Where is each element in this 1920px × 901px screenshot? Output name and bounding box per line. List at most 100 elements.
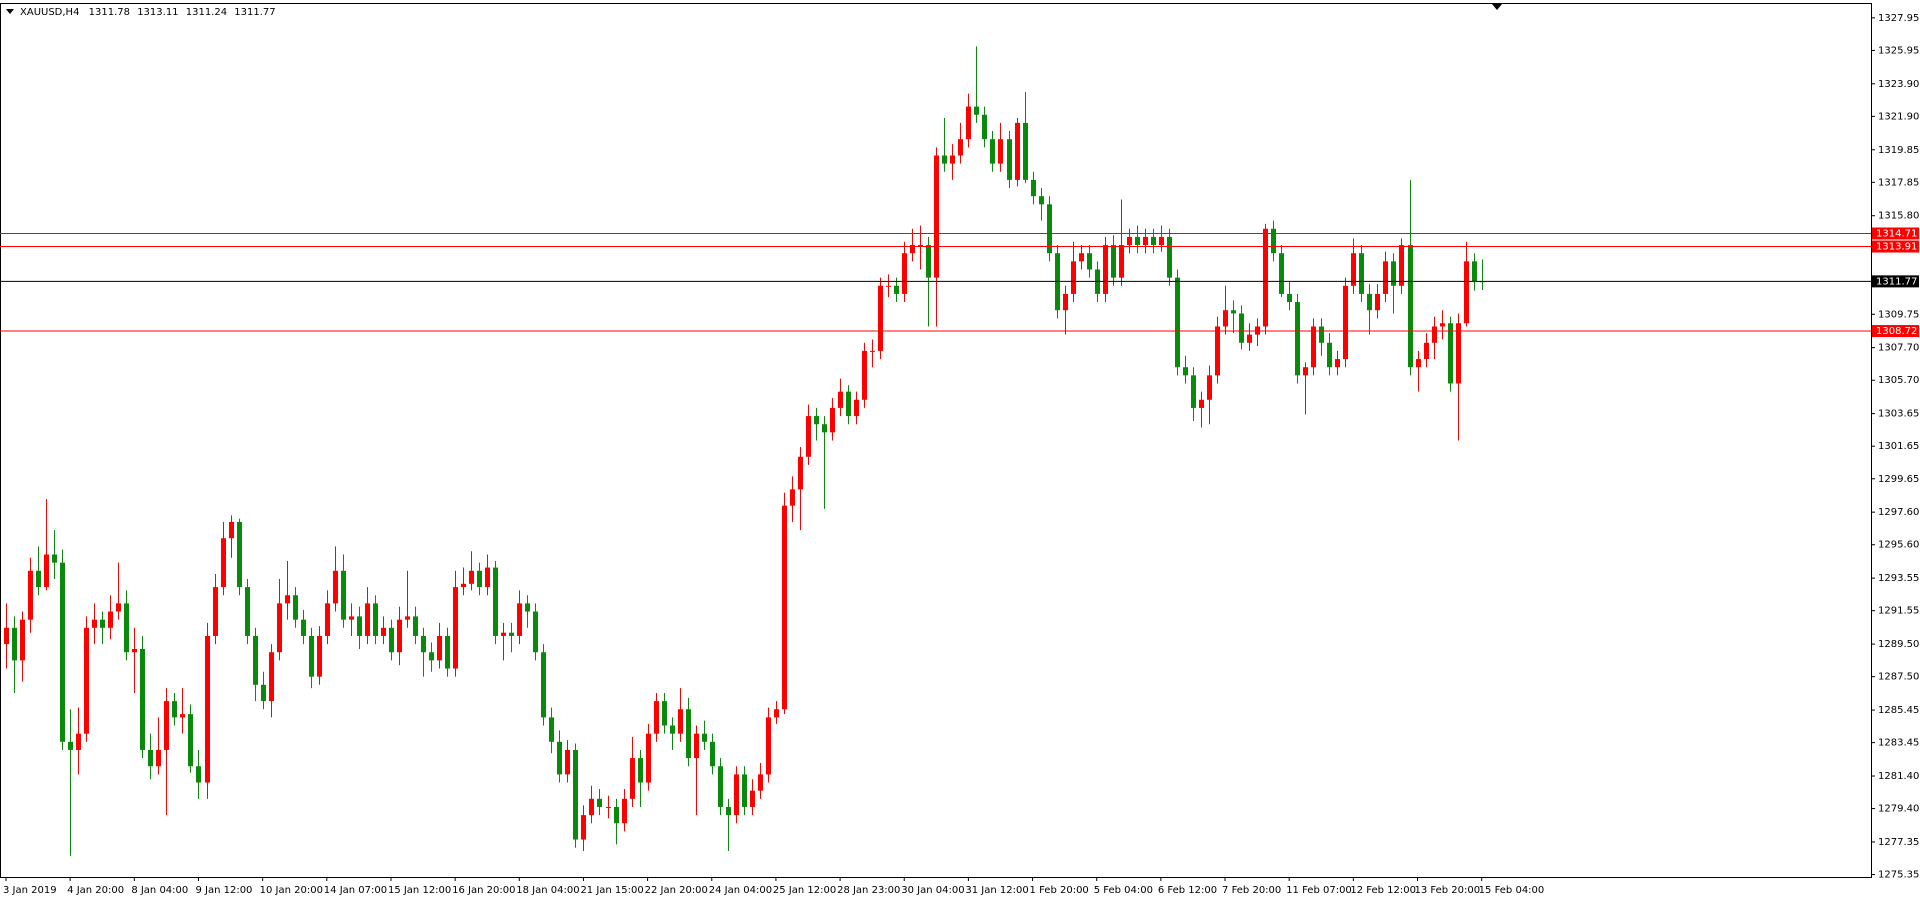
candle-body: [1103, 245, 1108, 294]
candle-body: [894, 285, 899, 294]
candle-body: [92, 619, 97, 628]
x-tick-label: 14 Jan 07:00: [324, 885, 387, 896]
candle-body: [870, 350, 875, 352]
candle-body: [172, 701, 177, 718]
candle-body: [1015, 122, 1020, 180]
candle-body: [830, 407, 835, 433]
candle-body: [196, 766, 201, 783]
candle-body: [453, 587, 458, 669]
candle-body: [614, 806, 619, 824]
level-label-bg: [1872, 325, 1919, 338]
candle-body: [1031, 179, 1036, 197]
plot-frame: [0, 3, 1872, 878]
candle-body: [565, 749, 570, 775]
level-label: 1313.91: [1876, 242, 1917, 253]
candle-body: [597, 798, 602, 807]
candle-body: [1432, 326, 1437, 343]
candle-body: [28, 570, 33, 620]
candle-body: [910, 245, 915, 254]
candle-body: [237, 521, 242, 588]
candle-body: [1456, 323, 1461, 384]
candle-body: [958, 139, 963, 156]
chart-header: XAUUSD,H4 1311.78 1313.11 1311.24 1311.7…: [20, 7, 276, 18]
candle-body: [1367, 293, 1372, 311]
candle-body: [1047, 204, 1052, 254]
x-tick-label: 21 Jan 15:00: [580, 885, 643, 896]
candle-body: [1239, 313, 1244, 343]
candle-body: [156, 749, 161, 767]
candle-body: [1215, 326, 1220, 376]
candle-body: [60, 562, 65, 742]
candle-body: [694, 733, 699, 759]
level-label-bg: [1872, 240, 1919, 253]
candle-body: [782, 505, 787, 710]
y-tick-label: 1279.40: [1878, 804, 1919, 815]
candle-body: [245, 587, 250, 636]
candle-body: [678, 709, 683, 734]
x-tick-label: 7 Feb 20:00: [1222, 885, 1281, 896]
candle-body: [381, 627, 386, 636]
candle-body: [798, 456, 803, 490]
candle-body: [1351, 253, 1356, 286]
candle-body: [589, 798, 594, 816]
x-tick-label: 3 Jan 2019: [3, 885, 57, 896]
candle-body: [950, 155, 955, 164]
y-tick-label: 1303.65: [1878, 409, 1919, 420]
candle-body: [205, 635, 210, 783]
candle-body: [1071, 261, 1076, 294]
candle-body: [622, 798, 627, 824]
candle-body: [180, 714, 185, 718]
y-tick-label: 1297.60: [1878, 507, 1919, 518]
menu-arrow[interactable]: [6, 9, 14, 14]
candle-body: [357, 616, 362, 636]
shift-marker[interactable]: [1492, 4, 1502, 10]
candle-body: [990, 139, 995, 164]
candle-body: [132, 648, 137, 653]
candle-body: [148, 749, 153, 767]
x-tick-label: 5 Feb 04:00: [1094, 885, 1153, 896]
candle-body: [1359, 253, 1364, 294]
candle-body: [854, 399, 859, 417]
candle-body: [814, 416, 819, 425]
x-tick-label: 25 Jan 12:00: [773, 885, 836, 896]
x-tick-label: 9 Jan 12:00: [195, 885, 252, 896]
candle-body: [1159, 236, 1164, 246]
y-tick-label: 1289.50: [1878, 639, 1919, 650]
candle-body: [429, 652, 434, 661]
y-tick-label: 1291.55: [1878, 606, 1919, 617]
candle-body: [686, 709, 691, 759]
candle-body: [221, 538, 226, 588]
candle-body: [1399, 245, 1404, 286]
candle-body: [164, 701, 169, 750]
y-tick-label: 1309.75: [1878, 309, 1919, 320]
candle-body: [1416, 359, 1421, 368]
candle-body: [1295, 302, 1300, 376]
x-tick-label: 13 Feb 20:00: [1415, 885, 1481, 896]
y-tick-label: 1327.95: [1878, 13, 1919, 24]
candle-body: [317, 635, 322, 677]
x-tick-label: 22 Jan 20:00: [645, 885, 708, 896]
candle-body: [477, 570, 482, 588]
bid-label-bg: [1872, 275, 1919, 288]
candle-body: [389, 627, 394, 653]
x-tick-label: 15 Feb 04:00: [1479, 885, 1545, 896]
x-tick-label: 15 Jan 12:00: [388, 885, 451, 896]
candle-body: [84, 627, 89, 734]
candle-body: [333, 570, 338, 604]
bid-label: 1311.77: [1876, 276, 1917, 287]
header-high: 1313.11: [137, 7, 178, 18]
candle-body: [766, 717, 771, 775]
candle-body: [902, 253, 907, 294]
candle-body: [926, 245, 931, 278]
candle-body: [750, 790, 755, 807]
x-tick-label: 31 Jan 12:00: [965, 885, 1028, 896]
x-tick-label: 30 Jan 04:00: [901, 885, 964, 896]
candle-body: [862, 350, 867, 400]
candle-body: [293, 595, 298, 620]
candle-body: [1231, 310, 1236, 314]
candle-body: [1424, 342, 1429, 360]
candle-body: [1175, 277, 1180, 368]
candle-body: [654, 701, 659, 734]
x-tick-label: 11 Feb 07:00: [1286, 885, 1352, 896]
y-tick-label: 1281.40: [1878, 771, 1919, 782]
